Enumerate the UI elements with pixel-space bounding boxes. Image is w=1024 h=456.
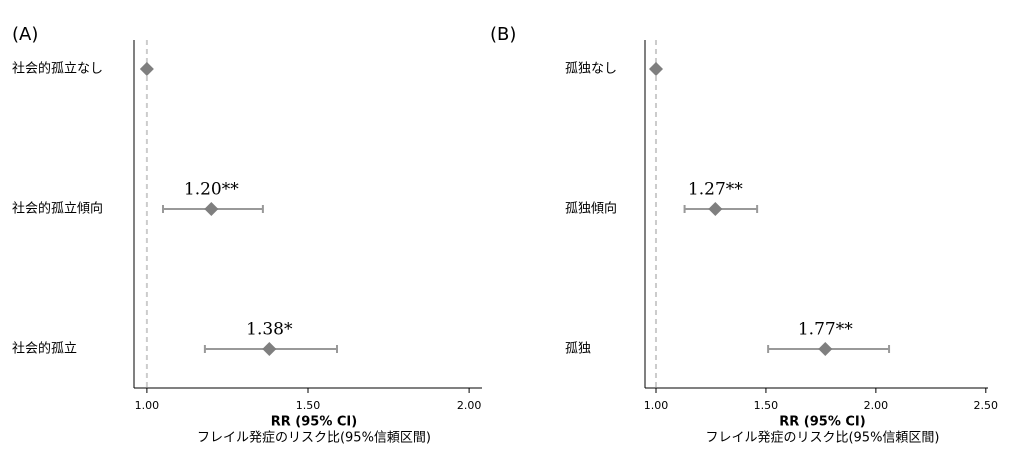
point xyxy=(818,342,833,356)
y-tick-label: 孤独なし xyxy=(565,62,617,77)
point xyxy=(139,62,154,76)
value-label: 1.20** xyxy=(184,180,239,200)
x-tick-label: 1.50 xyxy=(296,399,321,412)
point xyxy=(648,62,663,76)
x-tick-label: 1.00 xyxy=(135,399,160,412)
x-tick-label: 2.50 xyxy=(974,399,999,412)
value-label: 1.38* xyxy=(246,320,293,340)
point xyxy=(262,342,277,356)
panel-title: (B) xyxy=(490,24,516,45)
value-label: 1.77** xyxy=(798,320,853,340)
x-axis-note: フレイル発症のリスク比(95%信頼区間) xyxy=(705,431,939,446)
point xyxy=(204,202,219,216)
x-axis-label: RR (95% CI) xyxy=(779,415,865,430)
panel-title: (A) xyxy=(12,24,38,45)
y-tick-label: 孤独傾向 xyxy=(565,201,617,217)
x-tick-label: 1.50 xyxy=(754,399,779,412)
point xyxy=(708,202,723,216)
value-label: 1.27** xyxy=(688,180,743,200)
y-tick-label: 社会的孤立傾向 xyxy=(12,201,103,217)
x-axis-label: RR (95% CI) xyxy=(271,415,357,430)
x-axis-note: フレイル発症のリスク比(95%信頼区間) xyxy=(197,431,431,446)
y-tick-label: 社会的孤立 xyxy=(12,341,77,357)
x-tick-label: 1.00 xyxy=(644,399,669,412)
y-tick-label: 社会的孤立なし xyxy=(12,61,103,77)
x-tick-label: 2.00 xyxy=(864,399,889,412)
y-tick-label: 孤独 xyxy=(565,342,591,357)
x-tick-label: 2.00 xyxy=(457,399,482,412)
